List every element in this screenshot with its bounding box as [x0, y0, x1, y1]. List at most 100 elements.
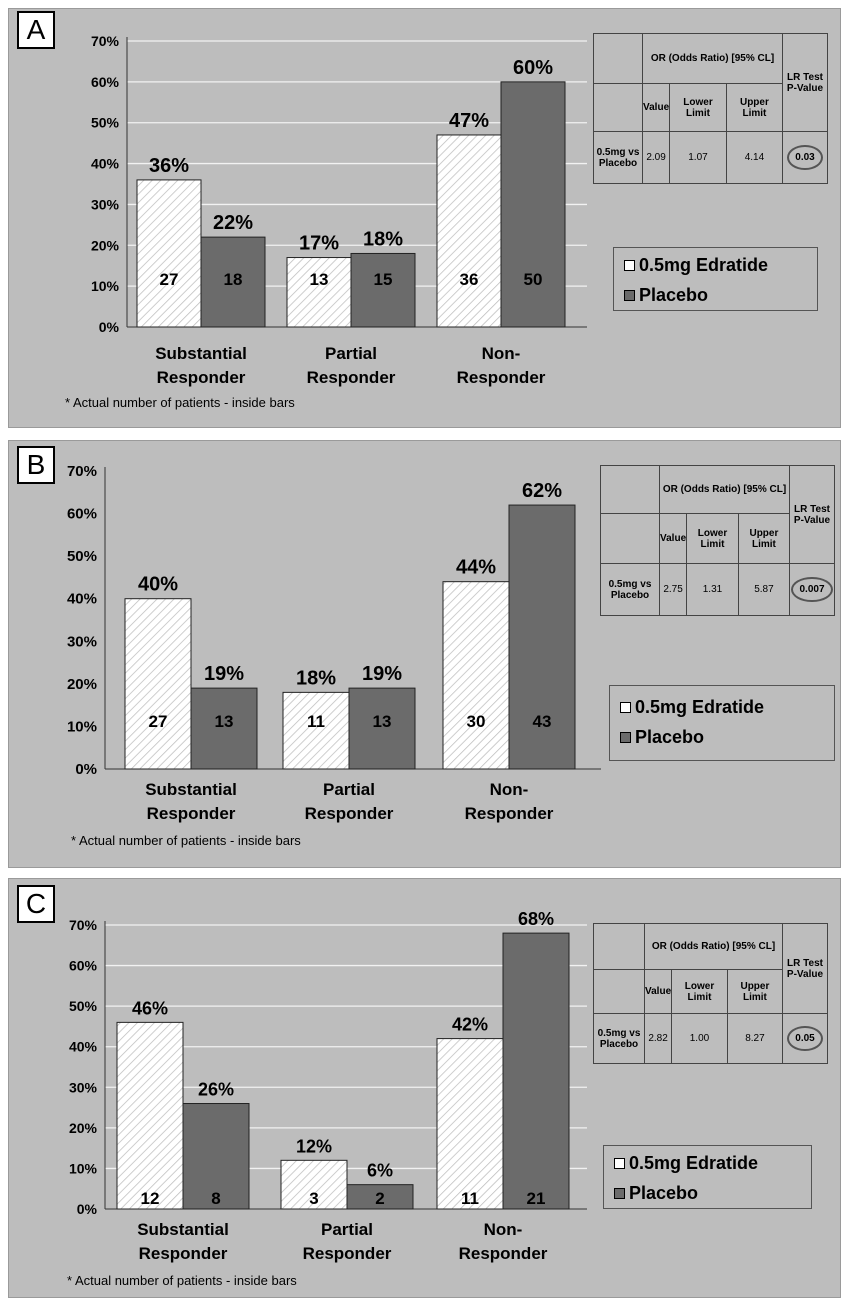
bar-edratide — [286, 257, 352, 328]
table-cell-upper: 5.87 — [737, 563, 791, 616]
bar-placebo — [350, 252, 416, 328]
bar-edratide — [136, 179, 202, 328]
patient-count-label: 50 — [524, 270, 543, 289]
y-tick-label: 10% — [69, 1160, 98, 1176]
bar-edratide — [436, 134, 502, 328]
footnote: * Actual number of patients - inside bar… — [65, 395, 295, 410]
patient-count-label: 15 — [374, 270, 393, 289]
footnote: * Actual number of patients - inside bar… — [67, 1273, 297, 1288]
x-category-label: Responder — [465, 804, 554, 823]
legend-item-placebo: Placebo — [614, 1178, 811, 1208]
data-label: 17% — [299, 233, 339, 255]
table-header-value: Value — [641, 83, 671, 132]
bar-placebo — [200, 236, 266, 328]
table-blank-cell — [593, 969, 645, 1014]
table-header-upper: Upper Limit — [737, 513, 791, 564]
legend-swatch-placebo — [620, 731, 631, 743]
legend-label: 0.5mg Edratide — [629, 1152, 759, 1173]
y-tick-label: 10% — [91, 278, 120, 294]
legend-label: Placebo — [635, 726, 705, 747]
y-tick-label: 40% — [67, 591, 97, 608]
patient-count-label: 36 — [460, 270, 479, 289]
bar-chart-b: 0% 10% 20% 30% 40% 50% 60% 70% 40% 27 19% 13 Substan… — [67, 463, 601, 823]
table-header-p-value: LR Test P-Value — [782, 33, 828, 132]
y-tick-label: 20% — [69, 1120, 98, 1136]
patient-count-label: 3 — [309, 1189, 318, 1208]
y-tick-label: 60% — [91, 74, 120, 90]
patient-count-label: 12 — [141, 1189, 160, 1208]
y-tick-label: 0% — [77, 1201, 98, 1217]
panel-letter: B — [17, 446, 55, 484]
data-label: 6% — [367, 1161, 393, 1181]
table-header-upper: Upper Limit — [725, 83, 784, 132]
legend-label: Placebo — [639, 284, 709, 305]
data-label: 22% — [213, 212, 253, 234]
legend-item-edratide: 0.5mg Edratide — [624, 250, 817, 280]
data-label: 47% — [449, 110, 489, 132]
x-category-label: Non- — [484, 1220, 523, 1239]
legend-item-edratide: 0.5mg Edratide — [620, 692, 834, 722]
x-category-label: Substantial — [137, 1220, 229, 1239]
bar-placebo — [500, 81, 566, 328]
odds-ratio-table: OR (Odds Ratio) [95% CL] LR Test P-Value… — [600, 465, 835, 616]
bar-edratide — [282, 691, 350, 770]
x-category-label: Non- — [490, 780, 529, 799]
y-tick-label: 30% — [91, 196, 120, 212]
x-category-label: Responder — [307, 368, 396, 387]
table-cell-upper: 8.27 — [726, 1013, 784, 1064]
data-label: 62% — [522, 480, 562, 502]
p-value-circled: 0.05 — [787, 1026, 823, 1051]
table-cell-p-value: 0.03 — [782, 131, 828, 184]
data-label: 19% — [204, 663, 244, 685]
table-header-p-value: LR Test P-Value — [782, 923, 828, 1014]
data-label: 44% — [456, 557, 496, 579]
table-header-value: Value — [658, 513, 688, 564]
data-label: 18% — [296, 667, 336, 689]
data-label: 12% — [296, 1136, 332, 1156]
patient-count-label: 18 — [224, 270, 243, 289]
patient-count-label: 8 — [211, 1189, 220, 1208]
table-cell-p-value: 0.05 — [782, 1013, 828, 1064]
patient-count-label: 13 — [215, 712, 234, 731]
bar-edratide — [280, 1159, 348, 1210]
legend-swatch-placebo — [614, 1187, 625, 1199]
panel-letter: A — [17, 11, 55, 49]
patient-count-label: 21 — [527, 1189, 546, 1208]
table-cell-upper: 4.14 — [725, 131, 784, 184]
chart-legend: 0.5mg Edratide Placebo — [603, 1145, 812, 1209]
p-value-circled: 0.03 — [787, 145, 823, 170]
y-tick-label: 60% — [69, 958, 98, 974]
y-tick-label: 70% — [91, 33, 120, 49]
bar-placebo — [190, 687, 258, 770]
data-label: 26% — [198, 1080, 234, 1100]
x-category-label: Responder — [139, 1244, 228, 1263]
footnote: * Actual number of patients - inside bar… — [71, 833, 301, 848]
table-header-p-value: LR Test P-Value — [789, 465, 835, 564]
y-tick-label: 30% — [69, 1079, 98, 1095]
y-tick-label: 20% — [91, 237, 120, 253]
y-tick-label: 40% — [91, 156, 120, 172]
legend-label: 0.5mg Edratide — [635, 696, 765, 717]
data-label: 60% — [513, 57, 553, 79]
table-blank-cell — [593, 83, 643, 132]
x-category-label: Partial — [321, 1220, 373, 1239]
y-tick-label: 10% — [67, 718, 97, 735]
x-category-label: Responder — [147, 804, 236, 823]
data-label: 36% — [149, 155, 189, 177]
table-group-header: OR (Odds Ratio) [95% CL] — [642, 33, 783, 84]
x-category-label: Responder — [457, 368, 546, 387]
chart-legend: 0.5mg Edratide Placebo — [609, 685, 835, 761]
legend-swatch-edratide — [624, 259, 635, 271]
patient-count-label: 11 — [307, 712, 325, 731]
y-tick-label: 70% — [67, 463, 97, 480]
table-group-header: OR (Odds Ratio) [95% CL] — [644, 923, 783, 970]
bar-edratide — [116, 1021, 184, 1210]
patient-count-label: 30 — [467, 712, 486, 731]
y-tick-label: 40% — [69, 1039, 98, 1055]
table-row-label: 0.5mg vs Placebo — [600, 563, 660, 616]
bar-placebo — [502, 932, 570, 1210]
odds-ratio-table: OR (Odds Ratio) [95% CL] LR Test P-Value… — [593, 923, 828, 1064]
table-cell-p-value: 0.007 — [789, 563, 835, 616]
y-tick-label: 70% — [69, 917, 98, 933]
legend-swatch-edratide — [614, 1157, 625, 1169]
